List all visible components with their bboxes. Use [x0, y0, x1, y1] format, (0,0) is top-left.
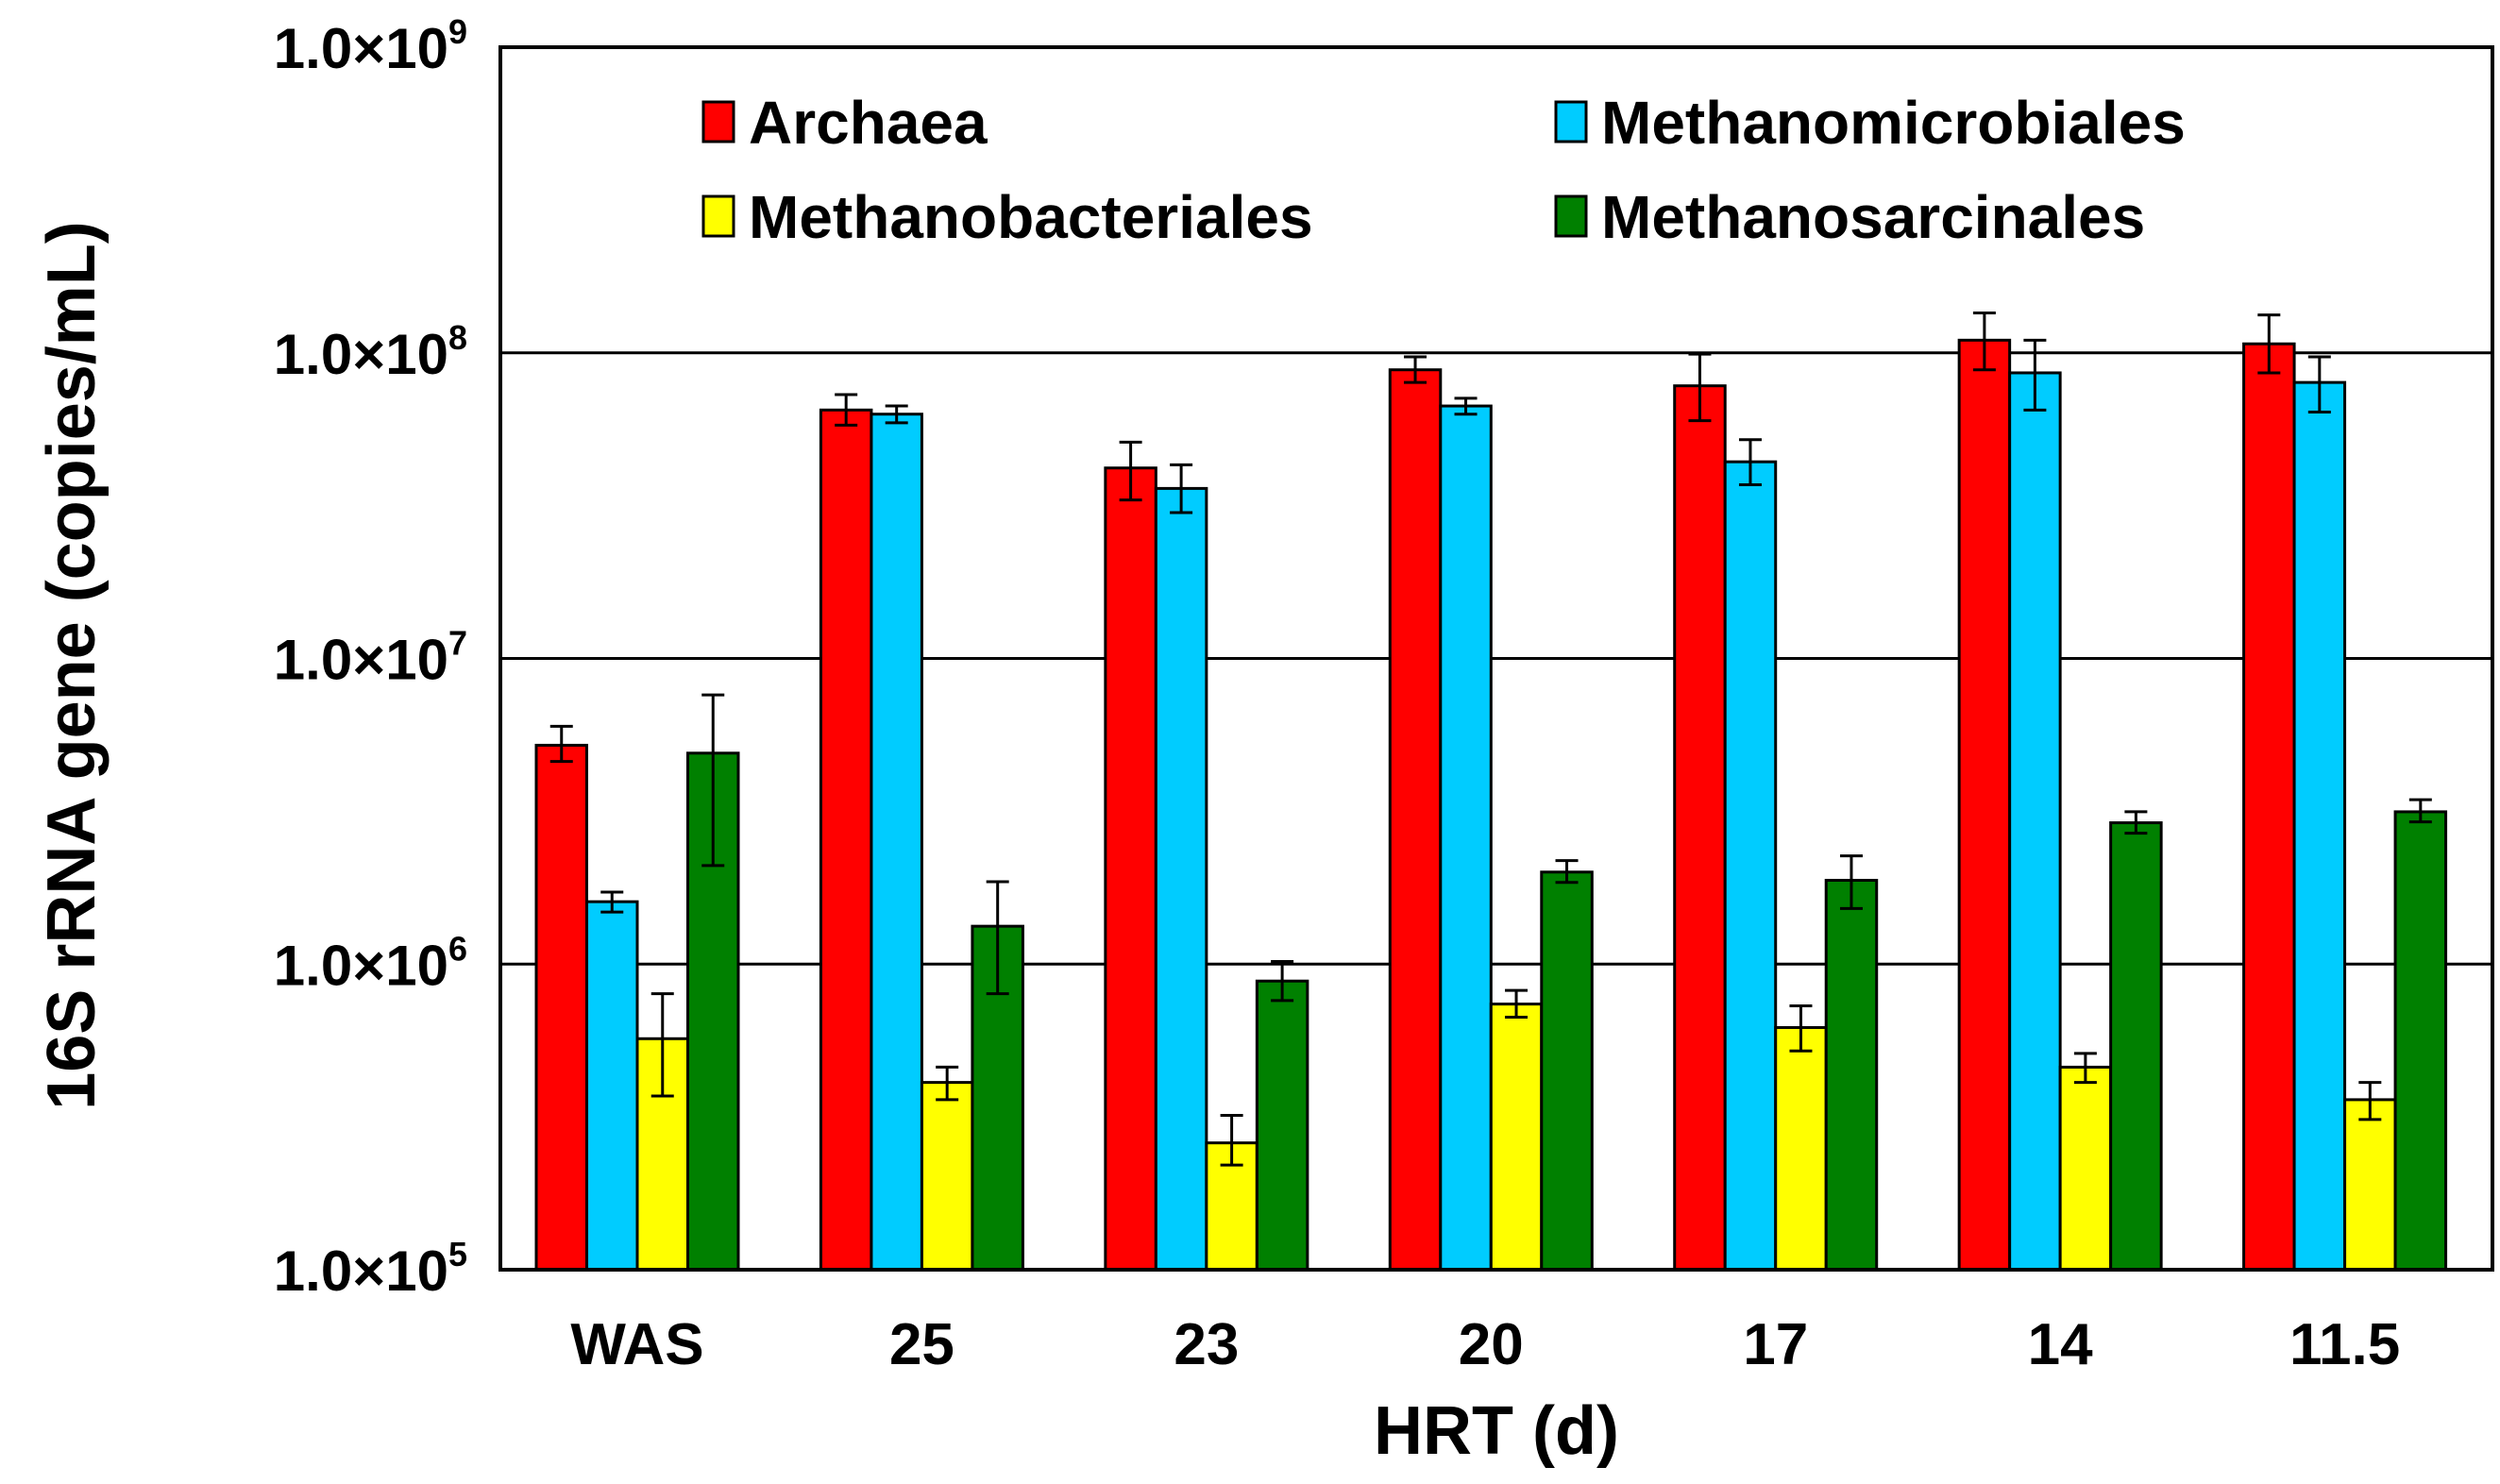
- error-bar-methanobacteriales-23: [1220, 1113, 1243, 1167]
- error-bar-methanosarcinales-14: [2124, 810, 2148, 835]
- bar-methanosarcinales-20: [1540, 870, 1594, 1272]
- bar-archaea-17: [1673, 384, 1727, 1272]
- error-bar-methanomicrobiales-20: [1454, 396, 1478, 416]
- error-bar-methanobacteriales-17: [1789, 1003, 1813, 1053]
- error-bar-methanobacteriales-was: [650, 992, 674, 1098]
- bar-methanomicrobiales-17: [1723, 460, 1778, 1272]
- x-tick-label-20: 20: [1459, 1312, 1524, 1377]
- bar-methanomicrobiales-14: [2008, 371, 2062, 1272]
- bar-archaea-23: [1104, 466, 1157, 1272]
- plot-frame: [498, 45, 2494, 1272]
- y-tick-labels: 1.0×105 1.0×106 1.0×107 1.0×108 1.0×109: [274, 12, 467, 1303]
- x-tick-label-23: 23: [1174, 1312, 1239, 1377]
- bar-methanobacteriales-20: [1489, 1003, 1544, 1272]
- legend-swatch-methanobacteriales: [701, 194, 735, 238]
- error-bar-methanomicrobiales-25: [885, 404, 908, 425]
- bar-archaea-20: [1388, 368, 1443, 1272]
- bar-methanosarcinales-14: [2109, 821, 2163, 1272]
- y-tick-label: 1.0×105: [274, 1235, 467, 1303]
- y-axis-title: 16S rRNA gene (copies/mL): [34, 221, 110, 1110]
- bar-methanobacteriales-17: [1774, 1025, 1828, 1272]
- bar-archaea-25: [819, 408, 873, 1272]
- error-bar-methanosarcinales-17: [1839, 854, 1863, 910]
- error-bar-methanosarcinales-11-5: [2408, 798, 2432, 824]
- y-tick-label: 1.0×108: [274, 318, 467, 386]
- x-tick-label-was: WAS: [570, 1312, 703, 1377]
- x-tick-labels: WAS 25 23 20 17 14 11.5: [570, 1312, 2400, 1377]
- legend-swatch-methanomicrobiales: [1554, 100, 1588, 143]
- y-tick-label: 1.0×107: [274, 624, 467, 692]
- error-bar-methanobacteriales-14: [2073, 1052, 2097, 1085]
- error-bar-archaea-23: [1119, 440, 1142, 502]
- bar-methanomicrobiales-11-5: [2292, 380, 2347, 1272]
- x-axis-title: HRT (d): [1374, 1393, 1619, 1469]
- bar-methanosarcinales-17: [1824, 878, 1879, 1272]
- x-tick-label-14: 14: [2028, 1312, 2093, 1377]
- y-tick-label: 1.0×106: [274, 929, 467, 997]
- x-tick-label-11-5: 11.5: [2289, 1312, 2400, 1377]
- bar-archaea-11-5: [2242, 342, 2296, 1272]
- bar-methanomicrobiales-25: [870, 413, 923, 1272]
- error-bar-methanobacteriales-20: [1505, 988, 1529, 1020]
- error-bar-archaea-17: [1688, 352, 1712, 423]
- error-bar-archaea-was: [549, 724, 573, 764]
- error-bar-archaea-20: [1404, 355, 1427, 384]
- x-tick-label-17: 17: [1743, 1312, 1808, 1377]
- legend-label-methanosarcinales: Methanosarcinales: [1601, 183, 2145, 251]
- bar-methanobacteriales-11-5: [2343, 1098, 2397, 1272]
- bar-methanomicrobiales-23: [1154, 486, 1208, 1272]
- error-bar-methanomicrobiales-was: [600, 890, 624, 914]
- legend-label-methanobacteriales: Methanobacteriales: [749, 183, 1313, 251]
- bar-methanosarcinales-23: [1255, 979, 1309, 1272]
- error-bar-methanosarcinales-25: [986, 880, 1009, 996]
- error-bar-methanosarcinales-23: [1271, 959, 1294, 1003]
- error-bar-methanomicrobiales-17: [1738, 438, 1762, 487]
- bar-methanobacteriales-14: [2058, 1065, 2113, 1272]
- bar-methanomicrobiales-was: [585, 900, 639, 1272]
- error-bar-archaea-14: [1972, 312, 1996, 372]
- error-bar-methanosarcinales-was: [701, 693, 725, 868]
- x-tick-label-25: 25: [889, 1312, 954, 1377]
- error-bar-methanomicrobiales-11-5: [2307, 355, 2331, 413]
- error-bar-methanosarcinales-20: [1555, 859, 1579, 885]
- error-bar-methanomicrobiales-14: [2023, 338, 2047, 412]
- bar-archaea-14: [1957, 338, 2012, 1272]
- bar-methanosarcinales-11-5: [2393, 810, 2448, 1272]
- legend: Archaea Methanomicrobiales Methanobacter…: [701, 89, 2186, 251]
- legend-label-methanomicrobiales: Methanomicrobiales: [1601, 89, 2186, 157]
- error-bar-methanomicrobiales-23: [1170, 463, 1193, 514]
- bar-archaea-was: [534, 743, 588, 1272]
- bar-methanomicrobiales-20: [1439, 404, 1493, 1272]
- bar-methanobacteriales-25: [920, 1081, 974, 1272]
- error-bar-methanobacteriales-11-5: [2358, 1081, 2382, 1121]
- legend-label-archaea: Archaea: [749, 89, 988, 157]
- legend-swatch-methanosarcinales: [1554, 194, 1588, 238]
- error-bar-archaea-11-5: [2257, 313, 2281, 375]
- legend-swatch-archaea: [701, 100, 735, 143]
- y-tick-label: 1.0×109: [274, 12, 467, 80]
- error-bars: [549, 312, 2432, 1167]
- error-bar-archaea-25: [835, 393, 858, 427]
- error-bar-methanobacteriales-25: [936, 1065, 959, 1102]
